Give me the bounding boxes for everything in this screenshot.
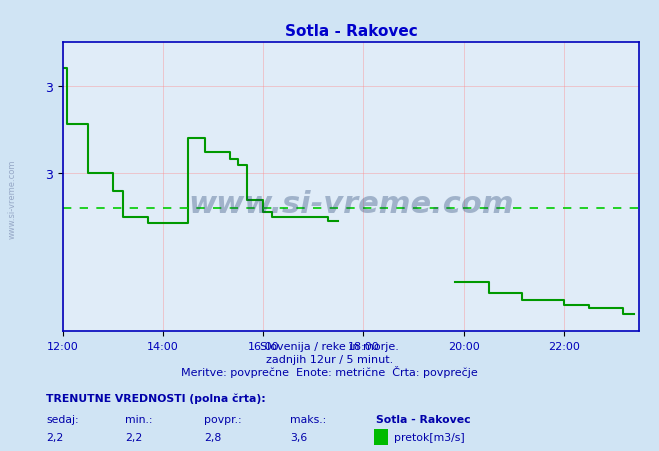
- Text: zadnjih 12ur / 5 minut.: zadnjih 12ur / 5 minut.: [266, 354, 393, 364]
- Text: Sotla - Rakovec: Sotla - Rakovec: [376, 414, 471, 423]
- Text: 2,2: 2,2: [46, 432, 63, 442]
- Text: www.si-vreme.com: www.si-vreme.com: [7, 159, 16, 238]
- Text: povpr.:: povpr.:: [204, 414, 242, 423]
- Text: min.:: min.:: [125, 414, 153, 423]
- Text: 2,2: 2,2: [125, 432, 142, 442]
- Text: sedaj:: sedaj:: [46, 414, 79, 423]
- Text: Slovenija / reke in morje.: Slovenija / reke in morje.: [260, 341, 399, 351]
- Text: TRENUTNE VREDNOSTI (polna črta):: TRENUTNE VREDNOSTI (polna črta):: [46, 393, 266, 403]
- Text: 3,6: 3,6: [290, 432, 307, 442]
- Text: 2,8: 2,8: [204, 432, 221, 442]
- Text: www.si-vreme.com: www.si-vreme.com: [188, 190, 514, 219]
- Text: Meritve: povprečne  Enote: metrične  Črta: povprečje: Meritve: povprečne Enote: metrične Črta:…: [181, 365, 478, 377]
- Text: pretok[m3/s]: pretok[m3/s]: [394, 432, 465, 442]
- Text: maks.:: maks.:: [290, 414, 326, 423]
- Title: Sotla - Rakovec: Sotla - Rakovec: [285, 24, 417, 39]
